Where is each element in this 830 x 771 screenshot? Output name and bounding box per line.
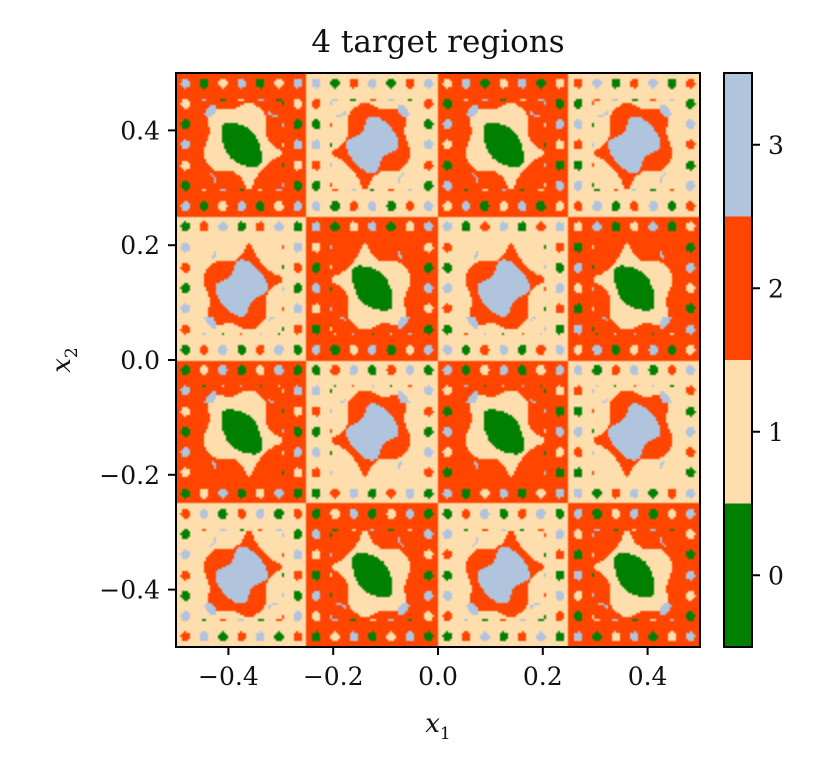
y-tick-label: 0.4	[120, 116, 160, 145]
colorbar-segment	[724, 216, 752, 360]
x-tick-label: 0.2	[523, 662, 563, 691]
colorbar-frame	[723, 72, 753, 648]
y-axis-label: x2	[47, 347, 82, 373]
y-tick-label: 0.2	[120, 231, 160, 260]
colorbar-tick-label: 3	[768, 131, 784, 160]
y-tick-label: −0.4	[99, 576, 160, 605]
chart-title: 4 target regions	[311, 24, 564, 60]
colorbar-tick-label: 0	[768, 561, 784, 590]
x-tick-label: 0.0	[418, 662, 458, 691]
colorbar-segment	[724, 503, 752, 647]
x-tick-label: −0.4	[198, 662, 259, 691]
x-axis-label-base: x	[425, 709, 440, 739]
colorbar-ticks: 0 1 2 3	[752, 131, 784, 590]
x-axis-label-sub: 1	[440, 724, 451, 744]
colorbar-segment	[724, 73, 752, 217]
y-axis-ticks: 0.4 0.2 0.0 −0.2 −0.4	[99, 116, 176, 605]
y-axis-label-sub: 2	[62, 347, 82, 358]
x-tick-label: −0.2	[303, 662, 364, 691]
y-axis-label-base: x	[47, 358, 77, 373]
colorbar-segment	[724, 360, 752, 504]
colorbar-tick-label: 2	[768, 274, 784, 303]
x-axis-ticks: −0.4 −0.2 0.0 0.2 0.4	[198, 647, 667, 691]
x-axis-label: x1	[425, 709, 451, 744]
colorbar	[724, 73, 752, 647]
y-tick-label: −0.2	[99, 461, 160, 490]
region-map-image	[176, 73, 700, 647]
x-tick-label: 0.4	[628, 662, 668, 691]
colorbar-tick-label: 1	[768, 418, 784, 447]
plot-area	[176, 73, 700, 647]
y-tick-label: 0.0	[120, 346, 160, 375]
